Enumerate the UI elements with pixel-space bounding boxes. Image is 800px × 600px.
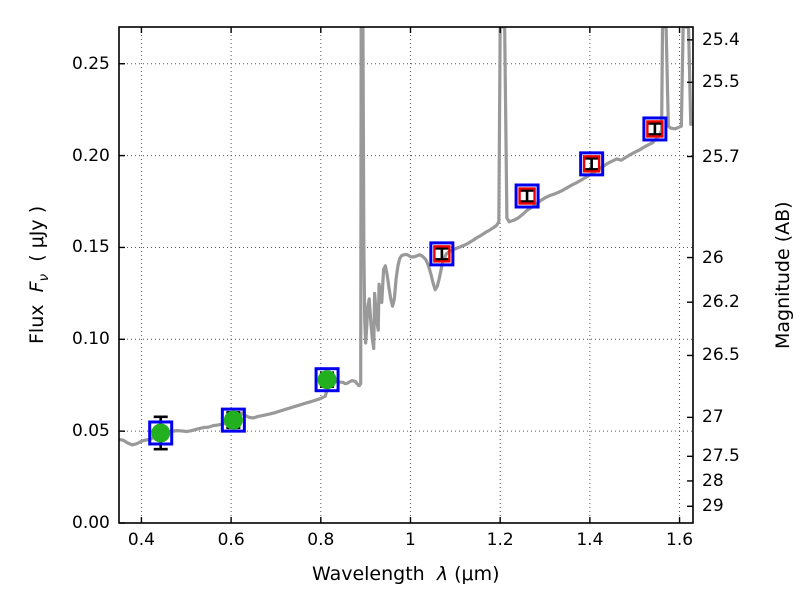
- photometry-point-5: [582, 155, 601, 173]
- y2-tick-label-0: 25.4: [702, 29, 740, 50]
- y2-tick-label-4: 26.2: [702, 292, 740, 313]
- model-marker-square-4: [514, 183, 540, 209]
- x-tick-label-5: 1.4: [576, 530, 604, 550]
- y-axis-label: Flux Fν ( μJy ): [26, 206, 52, 344]
- spectrum-line: [119, 27, 693, 447]
- photometry-point-0: [151, 423, 171, 443]
- model-marker-square-3: [429, 241, 455, 267]
- x-label-unit: (μm): [454, 563, 500, 585]
- photometry-point-6: [646, 120, 664, 138]
- plot-background: [119, 27, 693, 523]
- model-marker-square-6: [642, 116, 668, 142]
- y2-tick-label-9: 29: [702, 496, 724, 517]
- y-tick-label-2: 0.10: [72, 329, 110, 350]
- y-tick-label-0: 0.00: [72, 513, 110, 533]
- photometry-point-4: [518, 187, 536, 205]
- x-tick-label-3: 1: [404, 530, 416, 550]
- photometry-point-3: [433, 245, 451, 263]
- y2-tick-label-7: 27.5: [702, 446, 740, 467]
- y-label-text: Flux: [26, 304, 48, 345]
- axis-ticks: [119, 27, 693, 524]
- x-label-text: Wavelength: [312, 563, 425, 585]
- y-tick-label-5: 0.25: [72, 53, 110, 74]
- x-tick-label-1: 0.6: [217, 530, 245, 550]
- y-label-unit: ( μJy ): [26, 205, 48, 262]
- y-tick-label-4: 0.20: [72, 145, 110, 166]
- model-marker-square-0: [148, 420, 174, 446]
- x-tick-label-6: 1.6: [666, 530, 694, 550]
- model-marker-square-2: [314, 367, 340, 393]
- y2-tick-label-6: 27: [702, 407, 724, 428]
- x-tick-label-4: 1.2: [486, 530, 514, 550]
- lambda-symbol: λ: [436, 563, 449, 585]
- y-tick-label-1: 0.05: [72, 421, 110, 442]
- y2-tick-label-2: 25.7: [702, 146, 740, 167]
- y2-tick-label-1: 25.5: [702, 72, 740, 93]
- x-tick-label-2: 0.8: [307, 530, 335, 550]
- spectrum-path: [119, 27, 693, 447]
- y2-axis-label: Magnitude (AB): [772, 201, 794, 349]
- y2-tick-label-3: 26: [702, 247, 724, 268]
- y2-tick-label-8: 28: [702, 470, 724, 491]
- axes-frame: [118, 26, 694, 524]
- model-marker-square-5: [579, 151, 605, 177]
- photometry-point-2: [317, 370, 337, 390]
- model-marker-square-1: [220, 407, 246, 433]
- x-axis-label: Wavelength λ (μm): [312, 563, 500, 585]
- photometry-point-1: [223, 410, 243, 430]
- x-tick-label-0: 0.4: [127, 530, 155, 550]
- y-tick-label-3: 0.15: [72, 237, 110, 258]
- photometry-markers: [148, 116, 668, 446]
- y2-tick-label-5: 26.5: [702, 345, 740, 366]
- flux-symbol: Fν: [26, 273, 52, 293]
- grid-lines: [119, 27, 693, 523]
